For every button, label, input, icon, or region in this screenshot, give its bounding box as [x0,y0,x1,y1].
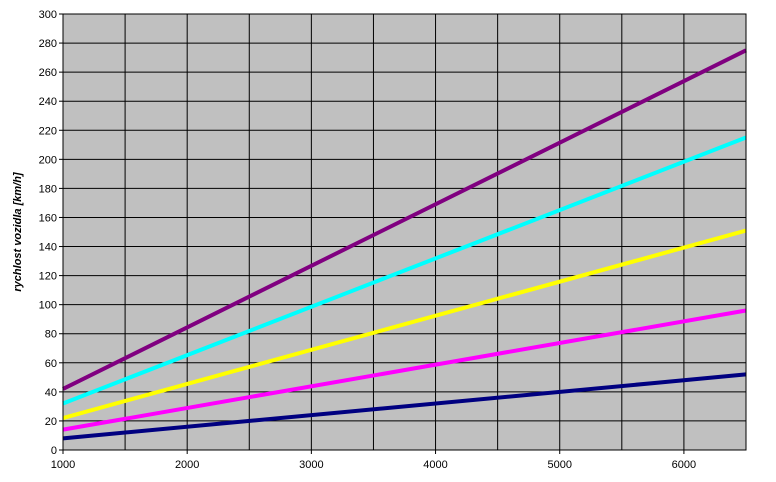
series-line-3 [62,228,747,420]
y-tick-label: 280 [39,38,57,50]
x-tick-label: 6000 [672,459,696,471]
y-tick-label: 160 [39,212,57,224]
x-tick-label: 4000 [423,459,447,471]
series-line-4 [62,135,747,406]
y-tick-label: 220 [39,125,57,137]
y-tick-label: 40 [45,387,57,399]
x-axis-ticks: 1000 2000 3000 4000 5000 6000 [51,450,696,471]
series-lines [62,48,747,441]
y-tick-label: 0 [51,445,57,457]
y-tick-label: 180 [39,183,57,195]
y-tick-label: 140 [39,242,57,254]
x-tick-label: 2000 [175,459,199,471]
gridlines [62,13,747,451]
series-line-2 [62,308,747,432]
y-tick-label: 200 [39,154,57,166]
x-tick-label: 1000 [51,459,75,471]
y-axis-label: rychlost vozidla [km/h] [12,172,24,292]
y-tick-label: 20 [45,416,57,428]
y-axis-ticks: 0 20 40 60 80 100 120 140 160 180 200 220 240 260 280 3… [39,9,63,457]
y-tick-label: 240 [39,96,57,108]
y-tick-label: 120 [39,271,57,283]
y-tick-label: 300 [39,9,57,21]
series-line-1 [62,372,747,441]
y-tick-label: 80 [45,329,57,341]
x-tick-label: 3000 [299,459,323,471]
plot-border [62,13,747,451]
plot-area [63,14,746,450]
x-tick-label: 5000 [547,459,571,471]
y-tick-label: 260 [39,67,57,79]
y-tick-label: 60 [45,358,57,370]
y-tick-label: 100 [39,300,57,312]
series-line-5 [62,48,747,391]
